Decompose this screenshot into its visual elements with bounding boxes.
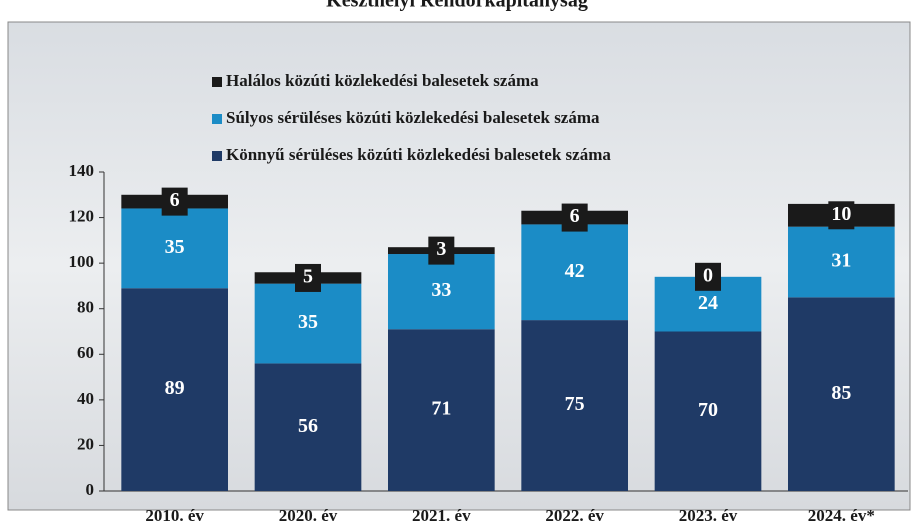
legend-label: Könnyű sérüléses közúti közlekedési bale… xyxy=(226,145,611,164)
x-tick-label: 2022. év xyxy=(545,506,604,525)
value-label: 89 xyxy=(165,377,185,399)
y-tick-label: 20 xyxy=(77,434,94,453)
y-tick-label: 100 xyxy=(69,252,95,271)
y-tick-label: 120 xyxy=(69,206,95,225)
y-tick-label: 140 xyxy=(69,161,95,180)
value-label: 71 xyxy=(431,398,451,420)
y-tick-label: 40 xyxy=(77,389,94,408)
value-label: 5 xyxy=(303,266,313,288)
value-label: 75 xyxy=(565,393,585,415)
value-label: 42 xyxy=(565,260,585,282)
value-label: 10 xyxy=(831,203,851,225)
x-tick-label: 2010. év xyxy=(145,506,204,525)
value-label: 33 xyxy=(431,279,451,301)
x-tick-label: 2024. év* xyxy=(808,506,875,525)
value-label: 6 xyxy=(170,189,180,211)
legend-swatch xyxy=(212,114,222,124)
y-tick-label: 0 xyxy=(86,480,95,499)
value-label: 0 xyxy=(703,264,713,286)
value-label: 35 xyxy=(298,311,318,333)
chart: Keszthelyi Rendőrkapitányság 02040608010… xyxy=(0,0,914,529)
value-label: 3 xyxy=(436,238,446,260)
legend-swatch xyxy=(212,151,222,161)
value-label: 85 xyxy=(831,382,851,404)
legend-swatch xyxy=(212,77,222,87)
value-label: 70 xyxy=(698,399,718,421)
value-label: 56 xyxy=(298,415,318,437)
value-label: 24 xyxy=(698,292,718,314)
value-label: 6 xyxy=(570,205,580,227)
value-label: 31 xyxy=(831,250,851,272)
y-tick-label: 60 xyxy=(77,343,94,362)
x-tick-label: 2020. év xyxy=(279,506,338,525)
legend-label: Súlyos sérüléses közúti közlekedési bale… xyxy=(226,108,600,127)
x-tick-label: 2021. év xyxy=(412,506,471,525)
value-label: 35 xyxy=(165,236,185,258)
x-tick-label: 2023. év xyxy=(679,506,738,525)
legend-label: Halálos közúti közlekedési balesetek szá… xyxy=(226,71,539,90)
y-tick-label: 80 xyxy=(77,298,94,317)
chart-title: Keszthelyi Rendőrkapitányság xyxy=(326,0,588,12)
